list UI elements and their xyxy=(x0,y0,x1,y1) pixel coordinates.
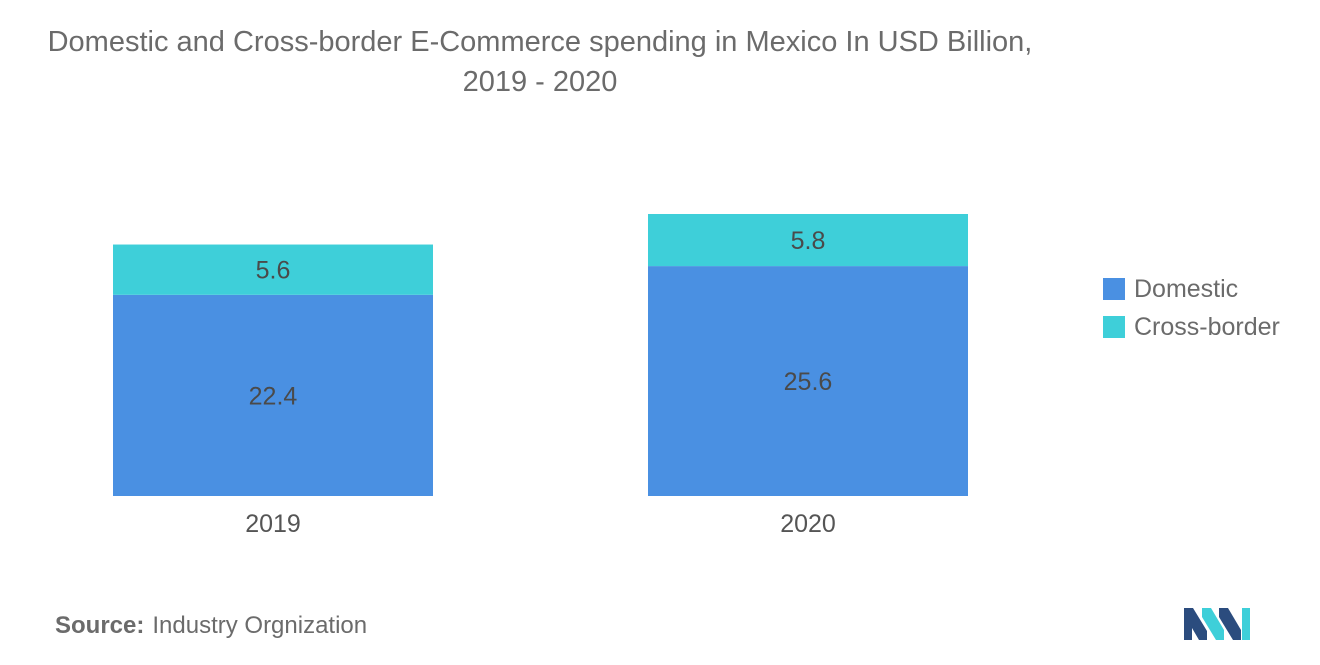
x-tick-label-2020: 2020 xyxy=(780,510,836,538)
legend-swatch-cross-border xyxy=(1103,316,1125,338)
bar-domestic-2020 xyxy=(648,266,968,496)
legend: Domestic Cross-border xyxy=(1103,270,1280,346)
chart-title: Domestic and Cross-border E-Commerce spe… xyxy=(47,26,1033,98)
bar-cross-border-2020 xyxy=(648,214,968,267)
source-note: Source: Industry Orgnization xyxy=(55,612,367,640)
legend-label-domestic: Domestic xyxy=(1134,274,1239,303)
legend-item-domestic: Domestic xyxy=(1103,270,1280,308)
data-label-domestic-2020: 25.6 xyxy=(784,368,833,396)
data-label-cross-border-2019: 5.6 xyxy=(256,257,291,285)
mordor-intelligence-logo-icon xyxy=(1184,608,1250,640)
legend-item-cross-border: Cross-border xyxy=(1103,308,1280,346)
bar-cross-border-2019 xyxy=(113,244,433,295)
legend-swatch-domestic xyxy=(1103,278,1125,300)
data-label-cross-border-2020: 5.8 xyxy=(791,227,826,255)
source-text: Industry Orgnization xyxy=(152,612,368,639)
x-tick-label-2019: 2019 xyxy=(245,510,301,538)
source-label: Source: xyxy=(55,612,145,639)
data-label-domestic-2019: 22.4 xyxy=(249,382,298,410)
legend-label-cross-border: Cross-border xyxy=(1134,312,1280,341)
bar-domestic-2019 xyxy=(113,294,433,496)
